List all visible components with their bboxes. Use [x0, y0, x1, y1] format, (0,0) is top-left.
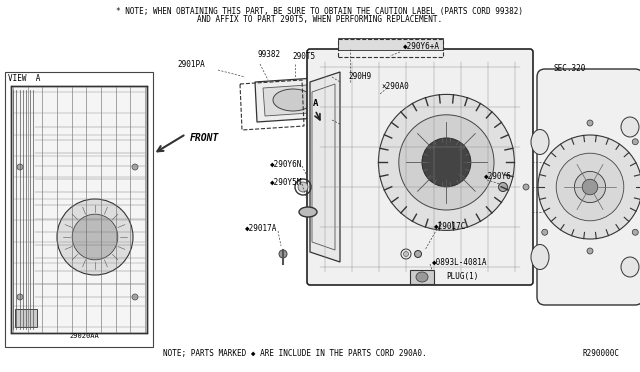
Text: ◆29017A: ◆29017A: [245, 224, 277, 232]
Ellipse shape: [57, 199, 133, 275]
Ellipse shape: [541, 139, 548, 145]
Ellipse shape: [273, 89, 313, 111]
Bar: [338, 38, 443, 50]
Ellipse shape: [582, 179, 598, 195]
Ellipse shape: [132, 164, 138, 170]
Text: PLUG(1): PLUG(1): [446, 272, 478, 280]
Ellipse shape: [541, 229, 548, 235]
Text: ×290A0: ×290A0: [381, 81, 409, 90]
Ellipse shape: [132, 294, 138, 300]
Text: NOTE; PARTS MARKED ◆ ARE INCLUDE IN THE PARTS CORD 290A0.: NOTE; PARTS MARKED ◆ ARE INCLUDE IN THE …: [163, 349, 427, 358]
Text: ◆290Y6+A: ◆290Y6+A: [403, 42, 440, 51]
Ellipse shape: [403, 251, 408, 257]
Polygon shape: [255, 77, 332, 122]
Ellipse shape: [17, 164, 23, 170]
Text: 2901PA: 2901PA: [177, 60, 205, 68]
Ellipse shape: [369, 52, 387, 60]
Text: 29020AA: 29020AA: [69, 333, 99, 339]
Text: ◆0893L-4081A: ◆0893L-4081A: [432, 257, 488, 266]
Ellipse shape: [621, 117, 639, 137]
Ellipse shape: [587, 248, 593, 254]
Bar: [410, 270, 434, 284]
Ellipse shape: [422, 138, 471, 187]
Ellipse shape: [499, 183, 508, 192]
Bar: [338, 39, 443, 57]
Ellipse shape: [531, 244, 549, 269]
FancyBboxPatch shape: [307, 49, 533, 285]
Ellipse shape: [556, 153, 624, 221]
Ellipse shape: [279, 250, 287, 258]
Text: ◆29017C: ◆29017C: [434, 221, 467, 231]
Text: ◆290Y5M: ◆290Y5M: [270, 177, 302, 186]
Ellipse shape: [364, 49, 392, 63]
Ellipse shape: [378, 94, 515, 230]
Ellipse shape: [17, 294, 23, 300]
Ellipse shape: [399, 115, 494, 210]
Text: 290H9: 290H9: [348, 71, 371, 80]
Text: SEC.320: SEC.320: [554, 64, 586, 73]
Ellipse shape: [621, 257, 639, 277]
Ellipse shape: [415, 250, 422, 257]
Text: A: A: [314, 99, 319, 108]
Text: ◆290Y6: ◆290Y6: [484, 171, 512, 180]
Ellipse shape: [416, 272, 428, 282]
Ellipse shape: [298, 182, 308, 192]
Polygon shape: [263, 84, 324, 116]
Ellipse shape: [574, 171, 605, 203]
Text: FRONT: FRONT: [190, 133, 220, 143]
Text: 99382: 99382: [258, 49, 281, 58]
Text: ◆290Y6N: ◆290Y6N: [270, 160, 302, 169]
Ellipse shape: [632, 229, 638, 235]
Ellipse shape: [632, 139, 638, 145]
Bar: [15, 309, 37, 327]
Ellipse shape: [523, 184, 529, 190]
Ellipse shape: [299, 207, 317, 217]
Ellipse shape: [531, 129, 549, 154]
Text: AND AFFIX TO PART 290T5, WHEN PERFORMING REPLACEMENT.: AND AFFIX TO PART 290T5, WHEN PERFORMING…: [197, 15, 443, 24]
Polygon shape: [310, 72, 340, 262]
Ellipse shape: [538, 135, 640, 239]
Bar: [11, 86, 147, 333]
Bar: [5, 72, 153, 347]
Text: VIEW  A: VIEW A: [8, 74, 40, 83]
Text: R290000C: R290000C: [583, 349, 620, 358]
Text: 290T5: 290T5: [292, 51, 315, 61]
Ellipse shape: [429, 145, 463, 179]
Text: * NOTE; WHEN OBTAINING THIS PART, BE SURE TO OBTAIN THE CAUTION LABEL (PARTS COR: * NOTE; WHEN OBTAINING THIS PART, BE SUR…: [116, 7, 524, 16]
FancyBboxPatch shape: [537, 69, 640, 305]
Ellipse shape: [72, 214, 118, 260]
Ellipse shape: [587, 120, 593, 126]
